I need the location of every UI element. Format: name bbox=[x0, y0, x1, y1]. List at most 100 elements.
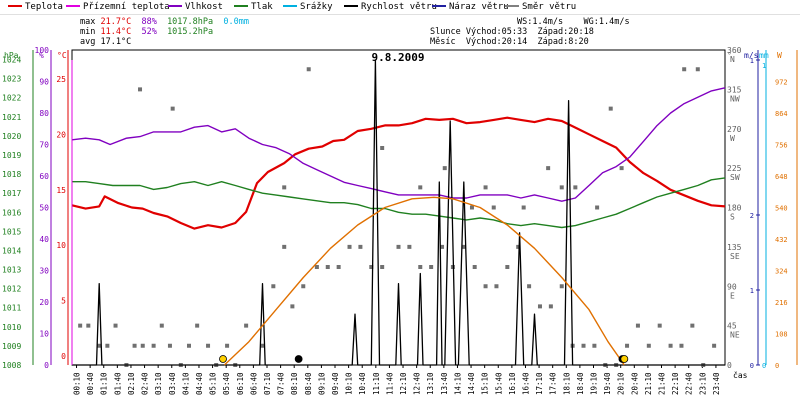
x-tick-label: 11:10 bbox=[372, 372, 381, 395]
stats-block: max 21.7°C 88% 1017.8hPa 0.0mm min 11.4°… bbox=[80, 17, 249, 47]
pressure-tick: 1016 bbox=[2, 208, 21, 217]
unit-radiation: W bbox=[777, 51, 782, 60]
x-tick-label: 20:40 bbox=[630, 372, 639, 395]
marker-sunrise bbox=[219, 355, 227, 363]
radiation-tick: 216 bbox=[775, 299, 788, 307]
legend-label: Rychlost větru bbox=[361, 2, 437, 12]
pressure-tick: 1014 bbox=[2, 246, 21, 255]
series-line bbox=[72, 177, 726, 229]
x-tick-label: 09:10 bbox=[317, 372, 326, 395]
pressure-tick: 1011 bbox=[2, 304, 21, 313]
pressure-tick: 1019 bbox=[2, 151, 21, 160]
humidity-tick: 10 bbox=[39, 330, 49, 339]
x-tick-label: 01:40 bbox=[113, 372, 122, 395]
x-tick-label: 10:40 bbox=[358, 372, 367, 395]
direction-point bbox=[440, 244, 445, 249]
direction-point bbox=[657, 323, 662, 328]
direction-point bbox=[442, 166, 447, 171]
direction-point bbox=[407, 244, 412, 249]
humidity-tick: 40 bbox=[39, 235, 49, 244]
direction-point bbox=[418, 265, 423, 269]
direction-point bbox=[712, 343, 717, 348]
radiation-tick: 648 bbox=[775, 173, 788, 181]
x-tick-label: 04:40 bbox=[195, 372, 204, 395]
legend-swatch bbox=[283, 4, 297, 7]
legend-swatch bbox=[66, 4, 80, 7]
temperature-tick: 20 bbox=[56, 130, 66, 139]
direction-point bbox=[429, 265, 434, 269]
direction-point bbox=[573, 185, 578, 190]
sun-row: Slunce Východ:05:33 Západ:20:18 bbox=[430, 27, 594, 37]
plot-frame bbox=[71, 49, 726, 366]
marker-moonset bbox=[294, 355, 303, 363]
legend-label: Teplota bbox=[25, 2, 63, 12]
x-tick-label: 22:10 bbox=[671, 372, 680, 395]
direction-point bbox=[282, 185, 287, 190]
x-tick-label: 06:40 bbox=[249, 372, 258, 395]
direction-point bbox=[306, 67, 311, 72]
x-tick-label: 11:40 bbox=[385, 372, 394, 395]
direction-point bbox=[682, 67, 687, 72]
direction-point bbox=[396, 244, 401, 249]
direction-point bbox=[159, 323, 164, 328]
humidity-tick: 80 bbox=[39, 109, 49, 118]
x-tick-label: 23:10 bbox=[698, 372, 707, 395]
legend-item: Rychlost větru bbox=[344, 1, 437, 13]
humidity-tick: 20 bbox=[39, 298, 49, 307]
direction-point bbox=[113, 323, 118, 328]
direction-point bbox=[537, 304, 542, 309]
direction-point bbox=[105, 343, 110, 348]
x-tick-label: 03:40 bbox=[168, 372, 177, 395]
radiation-tick: 540 bbox=[775, 205, 788, 213]
radiation-tick: 864 bbox=[775, 110, 788, 118]
direction-point bbox=[260, 343, 265, 348]
humidity-tick: 100 bbox=[35, 46, 50, 55]
direction-point bbox=[347, 244, 352, 249]
direction-tick: 360 bbox=[727, 46, 742, 55]
x-tick-label: 10:10 bbox=[345, 372, 354, 395]
x-tick-label: 02:40 bbox=[141, 372, 150, 395]
x-tick-label: 09:40 bbox=[331, 372, 340, 395]
x-tick-label: 01:10 bbox=[100, 372, 109, 395]
humidity-tick: 0 bbox=[44, 361, 49, 370]
direction-point bbox=[186, 343, 191, 348]
pressure-tick: 1022 bbox=[2, 94, 21, 103]
humidity-tick: 70 bbox=[39, 141, 49, 150]
humidity-tick: 30 bbox=[39, 267, 49, 276]
pressure-tick: 1020 bbox=[2, 132, 21, 141]
direction-point bbox=[491, 205, 496, 210]
pressure-tick: 1023 bbox=[2, 75, 21, 84]
x-tick-label: 21:10 bbox=[644, 372, 653, 395]
direction-point bbox=[461, 244, 466, 249]
direction-label: W bbox=[730, 134, 735, 143]
x-tick-label: 07:40 bbox=[277, 372, 286, 395]
x-tick-label: 04:10 bbox=[181, 372, 190, 395]
pressure-tick: 1013 bbox=[2, 266, 21, 275]
rain-tick: 1 bbox=[762, 62, 766, 70]
series-line bbox=[72, 59, 725, 366]
unit-temperature: °C bbox=[57, 51, 67, 60]
humidity-tick: 90 bbox=[39, 78, 49, 87]
series-line bbox=[71, 116, 726, 230]
radiation-tick: 972 bbox=[775, 79, 788, 87]
x-tick-label: 16:40 bbox=[521, 372, 530, 395]
unit-pressure: hPa bbox=[4, 51, 19, 60]
x-tick-label: 08:10 bbox=[290, 372, 299, 395]
radiation-tick: 108 bbox=[775, 331, 788, 339]
x-tick-label: 23:40 bbox=[712, 372, 721, 395]
direction-point bbox=[635, 323, 640, 328]
legend-swatch bbox=[234, 4, 248, 7]
legend-item: Teplota bbox=[8, 1, 63, 13]
x-tick-label: 21:40 bbox=[658, 372, 667, 395]
series-line bbox=[223, 196, 625, 366]
direction-point bbox=[138, 87, 143, 92]
sun-moon-block: WS:1.4m/s WG:1.4m/s Slunce Východ:05:33 … bbox=[430, 17, 630, 47]
x-tick-label: 12:10 bbox=[399, 372, 408, 395]
direction-label: E bbox=[730, 291, 735, 300]
direction-point bbox=[469, 205, 474, 210]
temperature-tick: 0 bbox=[61, 352, 66, 361]
direction-tick: 135 bbox=[727, 243, 742, 252]
wind-tick: 1 bbox=[750, 287, 754, 295]
temperature-tick: 10 bbox=[56, 241, 66, 250]
